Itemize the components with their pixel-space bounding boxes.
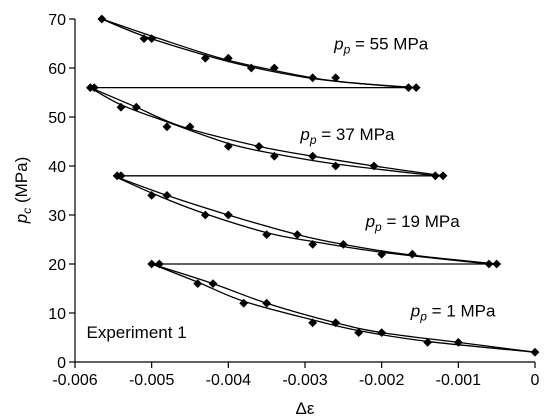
x-tick-label: -0.004 <box>206 372 251 389</box>
y-axis-title-unit: (MPa) <box>12 157 31 208</box>
series-6-marker-11 <box>453 338 463 347</box>
series-2-marker-11 <box>369 161 379 171</box>
series-0-marker-2 <box>147 34 157 43</box>
series-6-marker-8 <box>354 328 364 337</box>
y-tick-label: 10 <box>48 306 66 323</box>
series-4-marker-5 <box>223 210 233 220</box>
series-6-marker-3 <box>208 279 218 288</box>
y-axis-title-main: p <box>12 214 31 224</box>
series-0-marker-7 <box>308 73 318 83</box>
annotation-rest: = 37 MPa <box>317 125 396 144</box>
annotation-1: pp = 37 MPa <box>299 125 395 147</box>
annotation-4: Experiment 1 <box>87 323 187 342</box>
series-2-marker-7 <box>254 142 264 151</box>
annotation-2: pp = 19 MPa <box>365 212 461 234</box>
series-4-marker-11 <box>407 249 417 259</box>
y-axis-title: pc (MPa) <box>12 157 34 224</box>
series-4-marker-7 <box>292 230 302 239</box>
annotation-main: p <box>410 301 420 320</box>
y-tick-label: 40 <box>48 159 66 176</box>
x-tick-label: -0.003 <box>282 372 327 389</box>
series-4-marker-3 <box>162 191 172 200</box>
series-6-marker-5 <box>262 298 272 308</box>
series-0-marker-1 <box>139 34 149 43</box>
series-4-marker-10 <box>377 249 387 259</box>
series-0-marker-0 <box>97 14 107 24</box>
series-2-marker-6 <box>223 142 233 151</box>
series-0-marker-6 <box>269 63 279 73</box>
series-4-marker-9 <box>338 240 348 249</box>
series-6-marker-4 <box>239 298 249 308</box>
series-6-marker-10 <box>423 338 433 347</box>
series-2-marker-9 <box>308 151 318 161</box>
annotation-3: pp = 1 MPa <box>410 301 496 323</box>
y-tick-label: 60 <box>48 61 66 78</box>
series-4-marker-4 <box>200 210 210 220</box>
annotation-rest: = 1 MPa <box>427 301 496 320</box>
x-tick-label: -0.001 <box>436 372 481 389</box>
plot-area <box>85 14 540 357</box>
series-4-marker-6 <box>262 230 272 239</box>
series-6-marker-12 <box>530 347 540 357</box>
series-6-marker-6 <box>308 318 318 328</box>
series-6-marker-7 <box>331 318 341 328</box>
series-4-marker-8 <box>308 240 318 249</box>
series-0-marker-3 <box>200 53 210 63</box>
annotation-rest: = 19 MPa <box>382 212 461 231</box>
y-tick-label: 70 <box>48 12 66 29</box>
y-axis-title-sub: c <box>20 208 34 214</box>
x-tick-label: 0 <box>531 372 540 389</box>
series-0-marker-8 <box>331 73 341 83</box>
series-2-marker-8 <box>269 151 279 161</box>
annotation-main: p <box>299 125 309 144</box>
x-tick-label: -0.002 <box>359 372 404 389</box>
x-axis-title: Δε <box>296 399 315 418</box>
x-tick-label: -0.005 <box>129 372 174 389</box>
series-0-marker-4 <box>223 53 233 63</box>
series-6-marker-9 <box>377 328 387 337</box>
annotation-0: pp = 55 MPa <box>333 34 429 56</box>
series-4-marker-13 <box>492 259 502 269</box>
series-2-marker-2 <box>116 102 126 112</box>
annotation-sub: p <box>309 133 317 147</box>
y-tick-label: 50 <box>48 110 66 127</box>
series-0-marker-10 <box>411 83 421 92</box>
annotation-main: p <box>333 34 343 53</box>
annotation-main: p <box>365 212 375 231</box>
annotation-sub: p <box>343 42 351 56</box>
series-6-marker-2 <box>193 279 203 288</box>
x-tick-label: -0.006 <box>52 372 97 389</box>
y-tick-label: 0 <box>57 355 66 372</box>
annotation-rest: = 55 MPa <box>350 34 429 53</box>
annotation-sub: p <box>374 220 382 234</box>
y-tick-label: 30 <box>48 208 66 225</box>
annotation-sub: p <box>419 309 427 323</box>
series-6-marker-1 <box>154 259 164 269</box>
series-2-marker-3 <box>131 102 141 112</box>
series-4-marker-1 <box>116 171 126 181</box>
series-6-marker-0 <box>147 259 157 269</box>
axes: -0.006 -0.005 -0.004 -0.003 -0.002 -0.001 0 0 10… <box>12 12 540 418</box>
series-2-marker-10 <box>331 161 341 171</box>
series-2-marker-4 <box>162 122 172 132</box>
series-4-marker-2 <box>147 191 157 200</box>
y-tick-label: 20 <box>48 257 66 274</box>
series-2-marker-5 <box>185 122 195 132</box>
series-2-marker-1 <box>89 83 99 92</box>
series-0-marker-5 <box>246 63 256 73</box>
